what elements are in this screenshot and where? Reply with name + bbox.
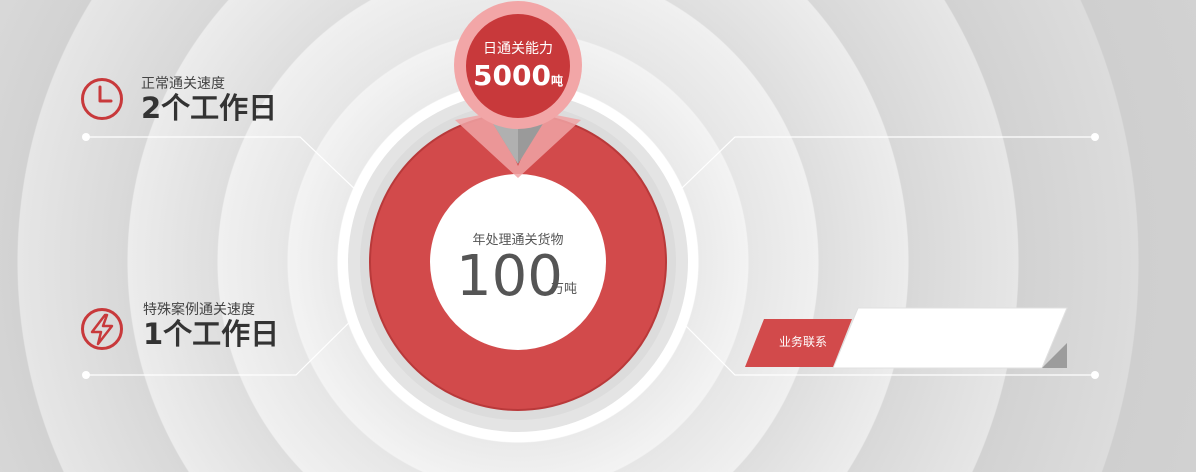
center-number: 100 [456, 244, 563, 309]
stat-special-speed: 特殊案例通关速度 1个工作日 [143, 302, 279, 350]
clock-icon [81, 78, 123, 120]
contact-tab-bg [745, 319, 852, 367]
stat-value: 1个工作日 [143, 317, 280, 351]
contact-banner [832, 307, 1068, 369]
center-label: 年处理通关货物 [472, 233, 564, 248]
stat-normal-speed: 正常通关速度 2个工作日 [141, 76, 277, 124]
stat-value: 2个工作日 [141, 91, 278, 125]
stat-label: 正常通关速度 [141, 76, 225, 92]
donut-center [430, 174, 606, 350]
lightning-icon [81, 308, 123, 350]
contact-button[interactable]: 业务联系 [778, 335, 827, 349]
pin-label: 日通关能力 [483, 41, 553, 57]
pin-value: 5000吨 [466, 58, 570, 99]
pin-pointer-glow [455, 112, 581, 178]
pin-inner [466, 14, 570, 118]
stat-label: 特殊案例通关速度 [143, 302, 255, 318]
pin-unit: 吨 [550, 74, 563, 88]
center-unit: 万吨 [551, 282, 578, 297]
pin-number: 5000 [473, 59, 551, 92]
